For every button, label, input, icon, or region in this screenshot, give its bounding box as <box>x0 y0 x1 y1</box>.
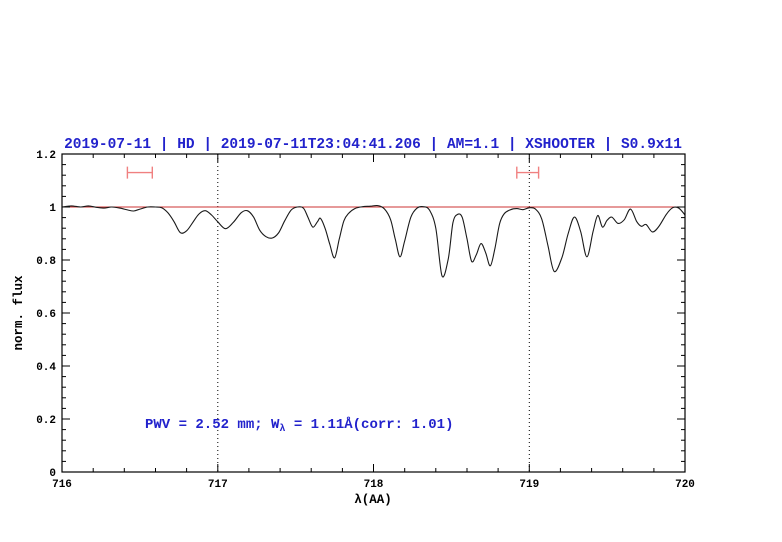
plot-generated-layer: 716 717 718 719 720 0 0.2 0.4 0.6 0.8 1 1.2 <box>36 150 695 491</box>
wavelength-range-marker <box>516 166 540 179</box>
x-tick-label: 719 <box>519 479 539 491</box>
y-tick-label: 0.6 <box>36 309 56 321</box>
x-tick-label: 717 <box>208 479 228 491</box>
y-tick-label: 0 <box>49 468 56 480</box>
pwv-annotation-pre: PWV = 2.52 mm; W <box>145 417 280 433</box>
x-tick-label: 716 <box>52 479 72 491</box>
plot-title: 2019-07-11 | HD | 2019-07-11T23:04:41.20… <box>64 137 682 153</box>
x-tick-label: 718 <box>364 479 384 491</box>
y-axis-label: norm. flux <box>12 275 26 351</box>
y-tick-label: 1 <box>49 203 56 215</box>
spectrum-curve <box>61 204 686 278</box>
pwv-annotation-post: = 1.11Å(corr: 1.01) <box>285 416 453 433</box>
x-tick-label: 720 <box>675 479 695 491</box>
plot-frame <box>61 153 686 473</box>
x-axis-label: λ(AA) <box>354 493 392 507</box>
y-tick-label: 0.2 <box>36 415 56 427</box>
pwv-annotation: PWV = 2.52 mm; Wλ = 1.11Å(corr: 1.01) <box>145 416 453 435</box>
y-tick-label: 0.8 <box>36 256 56 268</box>
y-tick-label: 1.2 <box>36 150 56 162</box>
wavelength-range-marker <box>126 166 153 179</box>
y-tick-label: 0.4 <box>36 362 56 374</box>
pwv-annotation-subscript: λ <box>279 423 285 435</box>
